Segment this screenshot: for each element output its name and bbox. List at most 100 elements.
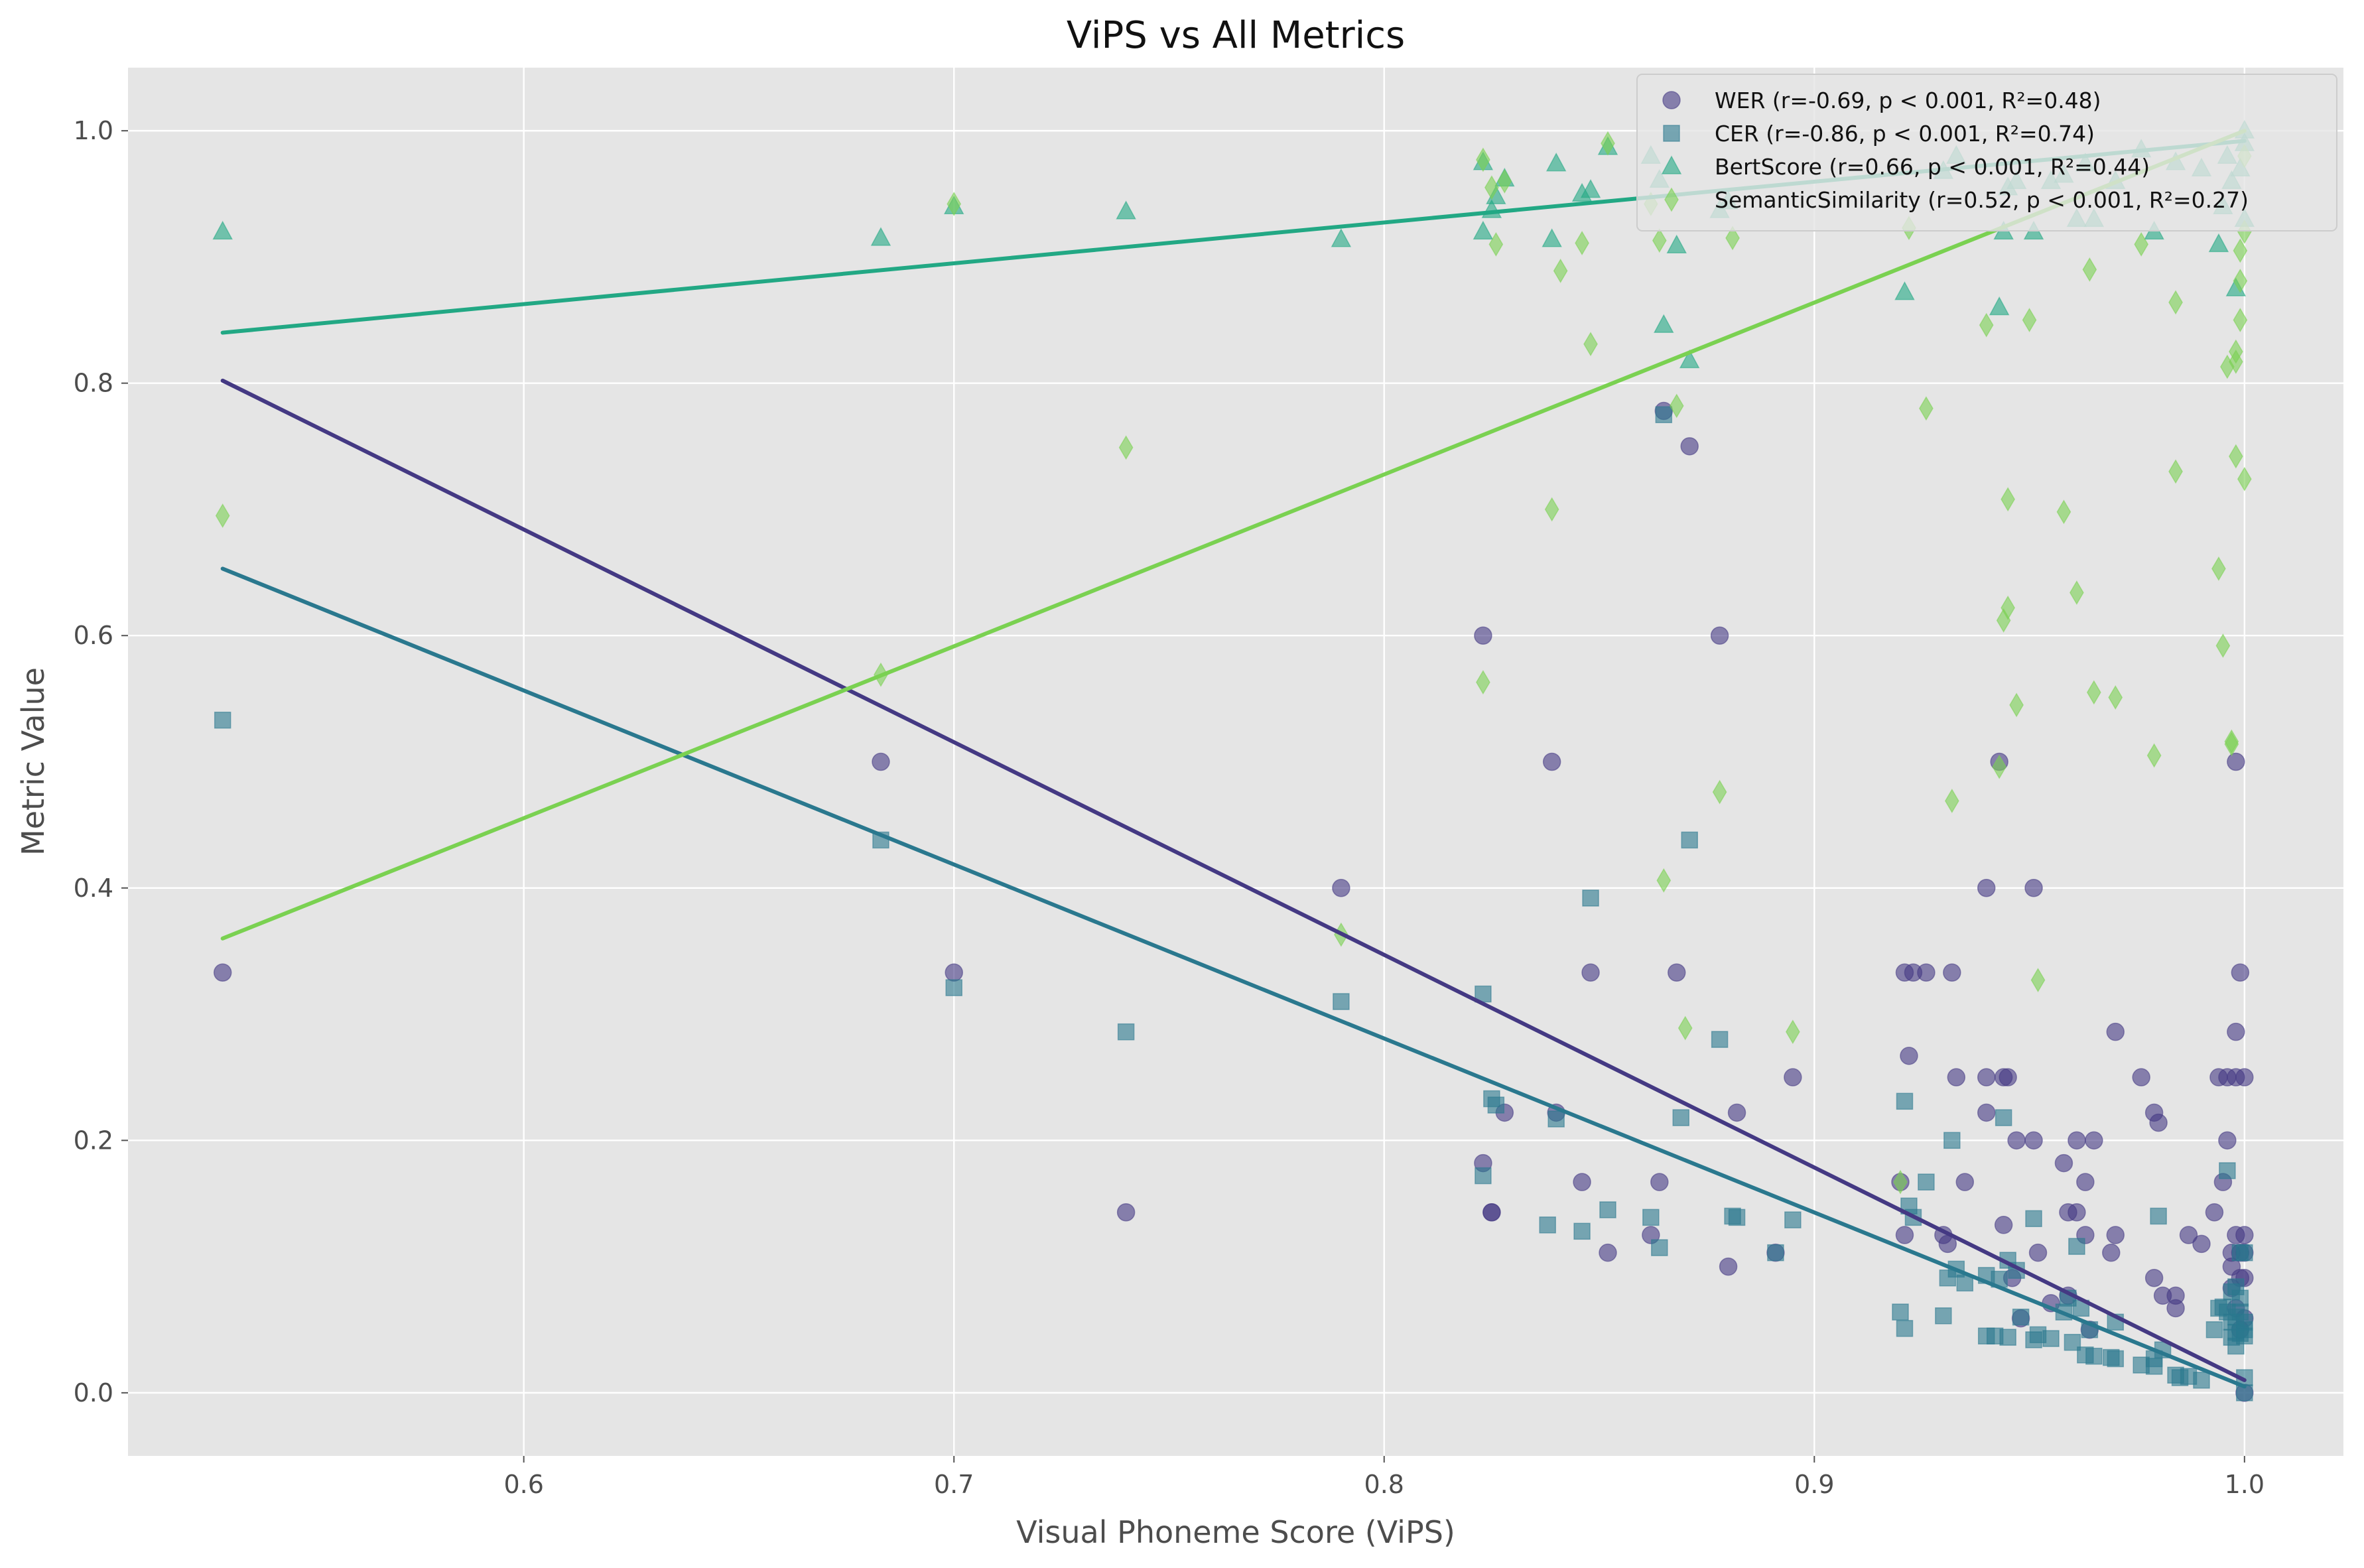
- wer-point: [1917, 963, 1936, 982]
- wer-point: [2106, 1022, 2125, 1041]
- chart-title: ViPS vs All Metrics: [1067, 14, 1405, 57]
- cer-point: [2205, 1321, 2223, 1339]
- y-tick-label: 1.0: [74, 116, 113, 145]
- wer-point: [1573, 1173, 1591, 1191]
- semantic-similarity-point: [947, 192, 962, 216]
- plot-area: [128, 68, 2343, 1456]
- wer-point: [1599, 1243, 1617, 1262]
- wer-point: [2218, 1131, 2237, 1150]
- wer-point: [213, 963, 232, 982]
- semantic-similarity-point: [2168, 290, 2183, 315]
- wer-point: [2149, 1113, 2168, 1132]
- semantic-similarity-point: [2233, 308, 2248, 333]
- triangle-legend-marker: [1661, 155, 1682, 174]
- wer-point: [2007, 1131, 2026, 1150]
- cer-point: [1582, 889, 1599, 907]
- cer-point: [2219, 1162, 2236, 1179]
- legend-box: [1636, 74, 2337, 231]
- wer-point: [2166, 1286, 2185, 1305]
- x-tick-label: 0.9: [1794, 1470, 1834, 1499]
- wer-point: [1977, 1103, 1996, 1122]
- cer-point: [2085, 1347, 2103, 1365]
- bertscore-point: [1654, 314, 1674, 333]
- semantic-similarity-point: [2082, 257, 2097, 282]
- wer-point: [1332, 879, 1350, 897]
- bertscore-point: [1331, 228, 1352, 247]
- semantic-similarity-point: [2233, 238, 2248, 263]
- semantic-similarity-point: [1476, 670, 1490, 695]
- wer-point: [2205, 1203, 2224, 1222]
- semantic-similarity-point: [1601, 131, 1615, 156]
- cer-point: [2042, 1330, 2060, 1347]
- wer-point: [872, 752, 890, 771]
- semantic-similarity-point: [1992, 754, 2007, 779]
- wer-point: [2054, 1153, 2073, 1173]
- cer-point: [1573, 1222, 1591, 1240]
- wer-point: [1977, 879, 1996, 897]
- legend-entries: WER (r=-0.69, p < 0.001, R²=0.48) CER (r=…: [1661, 88, 2249, 213]
- cer-point: [2193, 1372, 2210, 1389]
- bertscore-point: [212, 220, 233, 240]
- cer-point: [1935, 1307, 1952, 1325]
- wer-point: [1977, 1068, 1996, 1086]
- wer-point: [2231, 963, 2250, 982]
- cer-point: [2012, 1308, 2030, 1326]
- semantic-similarity-point: [2086, 680, 2101, 705]
- semantic-similarity-point: [2056, 499, 2071, 525]
- cer-point: [2025, 1210, 2042, 1228]
- wer-point: [2227, 752, 2245, 771]
- wer-point: [1474, 626, 1492, 645]
- cer-regression-line: [220, 566, 2247, 1389]
- x-axis-label: Visual Phoneme Score (ViPS): [1016, 1514, 1455, 1550]
- y-axis-label: Metric Value: [15, 667, 51, 856]
- semantic-similarity-point: [1677, 1015, 1693, 1041]
- legend-entry-semantic-similarity: SemanticSimilarity (r=0.52, p < 0.001, R…: [1664, 187, 2249, 213]
- cer-point: [1896, 1320, 1914, 1337]
- bertscore-point: [1666, 234, 1687, 254]
- cer-point: [1333, 993, 1350, 1010]
- semantic-similarity-point: [1669, 393, 1684, 419]
- cer-point: [1651, 1239, 1668, 1256]
- semantic-similarity-point: [1893, 1169, 1908, 1195]
- wer-point: [2024, 879, 2043, 897]
- wer-point: [1116, 1203, 1136, 1222]
- cer-point: [2231, 1289, 2249, 1307]
- wer-point: [1895, 1226, 1914, 1244]
- wer-points: [213, 401, 2254, 1402]
- wer-point: [1710, 626, 1729, 645]
- cer-point: [2236, 1244, 2253, 1262]
- wer-point: [2179, 1226, 2198, 1244]
- semantic-similarity-point: [1656, 868, 1672, 893]
- cer-point: [2107, 1350, 2125, 1368]
- semantic-similarity-point: [2228, 444, 2243, 469]
- wer-point: [1581, 963, 1600, 982]
- bertscore-point: [2208, 233, 2229, 253]
- semantic-similarity-point: [1476, 147, 1490, 172]
- semantic-similarity-point: [2001, 595, 2016, 620]
- cer-point: [1999, 1329, 2016, 1346]
- legend-label: BertScore (r=0.66, p < 0.001, R²=0.44): [1715, 154, 2150, 180]
- bertscore-point: [1473, 220, 1494, 240]
- legend-label: CER (r=-0.86, p < 0.001, R²=0.74): [1715, 121, 2095, 147]
- wer-point: [1727, 1103, 1746, 1122]
- wer-point: [1900, 1047, 1918, 1065]
- cer-point: [2150, 1207, 2167, 1225]
- wer-point: [1947, 1068, 1966, 1086]
- semantic-similarity-point: [2215, 633, 2231, 658]
- cer-point: [1918, 1173, 1935, 1191]
- semantic-similarity-point: [2001, 487, 2016, 512]
- wer-point: [1784, 1068, 1802, 1086]
- wer-point: [2227, 1022, 2245, 1041]
- semantic-similarity-point: [1944, 789, 1959, 813]
- bertscore-point: [870, 227, 891, 246]
- cer-point: [1539, 1216, 1556, 1234]
- cer-point: [1599, 1201, 1616, 1218]
- y-tick-label: 0.0: [74, 1378, 113, 1407]
- bertscore-point: [1989, 296, 2010, 316]
- legend-label: SemanticSimilarity (r=0.52, p < 0.001, R…: [1715, 187, 2249, 213]
- semantic-similarity-point: [1484, 175, 1499, 200]
- cer-point: [1956, 1274, 1974, 1292]
- semantic-similarity-point: [1553, 258, 1568, 283]
- cer-point: [1117, 1023, 1135, 1041]
